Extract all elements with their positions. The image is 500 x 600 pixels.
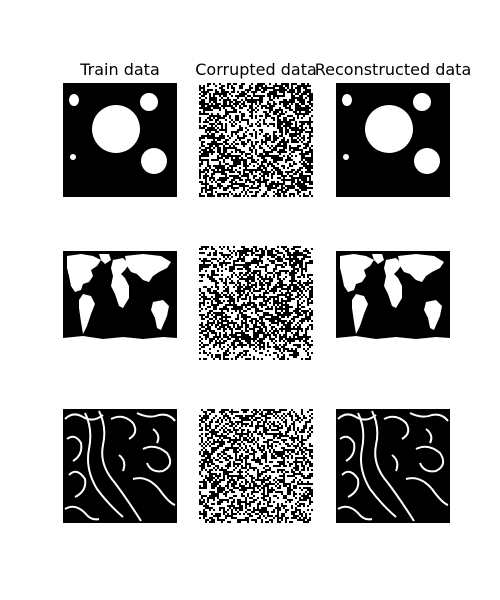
noise-graphic bbox=[199, 246, 313, 360]
noise-graphic bbox=[199, 409, 313, 523]
map-graphic bbox=[63, 246, 177, 360]
corrupted-image-map bbox=[199, 246, 313, 360]
train-image-circles bbox=[63, 83, 177, 197]
edges-graphic bbox=[336, 409, 450, 523]
reconstructed-image-circles bbox=[336, 83, 450, 197]
column-title-train: Train data bbox=[80, 60, 160, 79]
reconstructed-image-map bbox=[336, 246, 450, 360]
corrupted-image-circles bbox=[199, 83, 313, 197]
reconstructed-image-edges bbox=[336, 409, 450, 523]
column-title-corrupted: Corrupted data bbox=[195, 60, 317, 79]
train-image-map bbox=[63, 246, 177, 360]
noise-graphic bbox=[199, 83, 313, 197]
corrupted-image-edges bbox=[199, 409, 313, 523]
map-graphic bbox=[336, 246, 450, 360]
column-title-reconstructed: Reconstructed data bbox=[314, 60, 472, 79]
circles-graphic bbox=[336, 83, 450, 197]
edges-graphic bbox=[63, 409, 177, 523]
train-image-edges bbox=[63, 409, 177, 523]
circles-graphic bbox=[63, 83, 177, 197]
